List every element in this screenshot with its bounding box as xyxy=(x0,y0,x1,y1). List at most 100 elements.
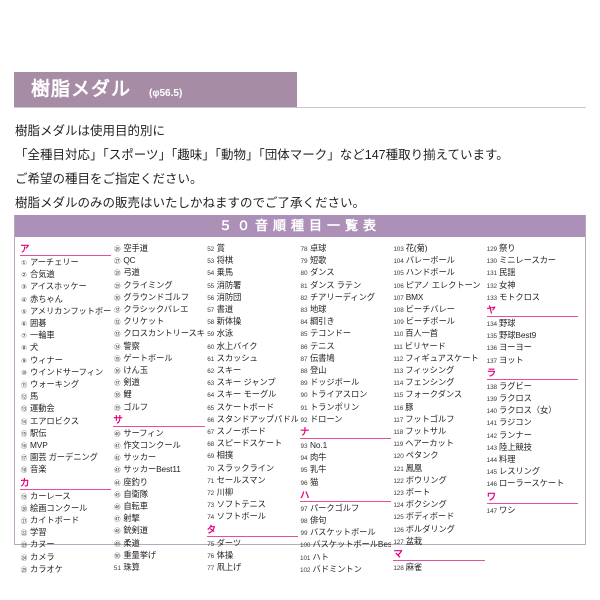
index-entry[interactable]: 105 ハンドボール xyxy=(393,267,484,279)
index-entry[interactable]: 75 ダーツ xyxy=(207,538,298,550)
index-entry[interactable]: 142 ランナー xyxy=(487,430,578,442)
index-entry[interactable]: 53 将棋 xyxy=(207,255,298,267)
index-entry[interactable]: 69 相撲 xyxy=(207,450,298,462)
index-entry[interactable]: 92 ドローン xyxy=(300,414,391,426)
index-entry[interactable]: 141 ラジコン xyxy=(487,417,578,429)
index-entry[interactable]: 136 ヨーヨー xyxy=(487,342,578,354)
index-entry[interactable]: 64 スキー モーグル xyxy=(207,389,298,401)
index-entry[interactable]: 88 登山 xyxy=(300,365,391,377)
index-entry[interactable]: 59 水泳 xyxy=(207,328,298,340)
index-entry[interactable]: 106 ピアノ エレクトーン xyxy=(393,280,484,292)
index-entry[interactable]: 73 ソフトテニス xyxy=(207,499,298,511)
index-entry[interactable]: 82 チアリーディング xyxy=(300,292,391,304)
index-entry[interactable]: ⑱ 音楽 xyxy=(20,464,111,476)
index-entry[interactable]: 71 セールスマン xyxy=(207,475,298,487)
index-entry[interactable]: 134 野球 xyxy=(487,318,578,330)
index-entry[interactable]: 62 スキー xyxy=(207,365,298,377)
index-entry[interactable]: 95 乳牛 xyxy=(300,464,391,476)
index-entry[interactable]: 81 ダンス ラテン xyxy=(300,280,391,292)
index-entry[interactable]: 124 ボクシング xyxy=(393,499,484,511)
index-entry[interactable]: 60 水上バイク xyxy=(207,341,298,353)
index-entry[interactable]: ① アーチェリー xyxy=(20,257,111,269)
index-entry[interactable]: ⑰ 園芸 ガーデニング xyxy=(20,452,111,464)
index-entry[interactable]: 78 卓球 xyxy=(300,243,391,255)
index-entry[interactable]: 86 テニス xyxy=(300,341,391,353)
index-entry[interactable]: ⑮ 駅伝 xyxy=(20,428,111,440)
index-entry[interactable]: 90 トライアスロン xyxy=(300,389,391,401)
index-entry[interactable]: ④ 赤ちゃん xyxy=(20,294,111,306)
index-entry[interactable]: 140 ラクロス（女） xyxy=(487,405,578,417)
index-entry[interactable]: ⑩ ウインドサーフィン xyxy=(20,367,111,379)
index-entry[interactable]: ③ アイスホッケー xyxy=(20,281,111,293)
index-entry[interactable]: 56 消防団 xyxy=(207,292,298,304)
index-entry[interactable]: 145 レスリング xyxy=(487,466,578,478)
index-entry[interactable]: 74 ソフトボール xyxy=(207,511,298,523)
index-entry[interactable]: ⑳ 絵画コンクール xyxy=(20,503,111,515)
index-entry[interactable]: 63 スキー ジャンプ xyxy=(207,377,298,389)
index-entry[interactable]: 118 フットサル xyxy=(393,426,484,438)
index-entry[interactable]: 111 ビリヤード xyxy=(393,341,484,353)
index-entry[interactable]: 68 スピードスケート xyxy=(207,438,298,450)
index-entry[interactable]: 79 短歌 xyxy=(300,255,391,267)
index-entry[interactable]: 80 ダンス xyxy=(300,267,391,279)
index-entry[interactable]: 85 テコンドー xyxy=(300,328,391,340)
index-entry[interactable]: 114 フェンシング xyxy=(393,377,484,389)
index-entry[interactable]: 54 乗馬 xyxy=(207,267,298,279)
index-entry[interactable]: ⑲ カーレース xyxy=(20,491,111,503)
index-entry[interactable]: 135 野球Best9 xyxy=(487,330,578,342)
index-entry[interactable]: ② 合気道 xyxy=(20,269,111,281)
index-entry[interactable]: 143 陸上競技 xyxy=(487,442,578,454)
index-entry[interactable]: 116 豚 xyxy=(393,402,484,414)
index-entry[interactable]: 76 体操 xyxy=(207,550,298,562)
index-entry[interactable]: 96 猫 xyxy=(300,477,391,489)
index-entry[interactable]: 66スタンドアップパドルボード xyxy=(207,414,298,426)
index-entry[interactable]: 122 ボウリング xyxy=(393,475,484,487)
index-entry[interactable]: 115 フォークダンス xyxy=(393,389,484,401)
index-entry[interactable]: 123 ボート xyxy=(393,487,484,499)
index-entry[interactable]: 87 伝書鳩 xyxy=(300,353,391,365)
index-entry[interactable]: 117 フットゴルフ xyxy=(393,414,484,426)
index-entry[interactable]: 94 肉牛 xyxy=(300,452,391,464)
index-entry[interactable]: 52 賞 xyxy=(207,243,298,255)
index-entry[interactable]: 55 消防署 xyxy=(207,280,298,292)
index-entry[interactable]: 97 パークゴルフ xyxy=(300,503,391,515)
index-entry[interactable]: 127 盆栽 xyxy=(393,536,484,548)
index-entry[interactable]: 119 ヘアーカット xyxy=(393,438,484,450)
index-entry[interactable]: ⑬ 運動会 xyxy=(20,403,111,415)
index-entry[interactable]: 91 トランポリン xyxy=(300,402,391,414)
index-entry[interactable]: 83 地球 xyxy=(300,304,391,316)
index-entry[interactable]: 61 スカッシュ xyxy=(207,353,298,365)
index-entry[interactable]: 125 ボディボード xyxy=(393,511,484,523)
index-entry[interactable]: 58 新体操 xyxy=(207,316,298,328)
index-entry[interactable]: 146 ローラースケート xyxy=(487,478,578,490)
index-entry[interactable]: 70 スラックライン xyxy=(207,463,298,475)
index-entry[interactable]: 109 ビーチボール xyxy=(393,316,484,328)
index-entry[interactable]: ⑯ MVP xyxy=(20,440,111,452)
index-entry[interactable]: 51 珠算 xyxy=(113,562,204,574)
index-entry[interactable]: 65 スケートボード xyxy=(207,402,298,414)
index-entry[interactable]: 89 ドッジボール xyxy=(300,377,391,389)
index-entry[interactable]: 103 花(菊) xyxy=(393,243,484,255)
